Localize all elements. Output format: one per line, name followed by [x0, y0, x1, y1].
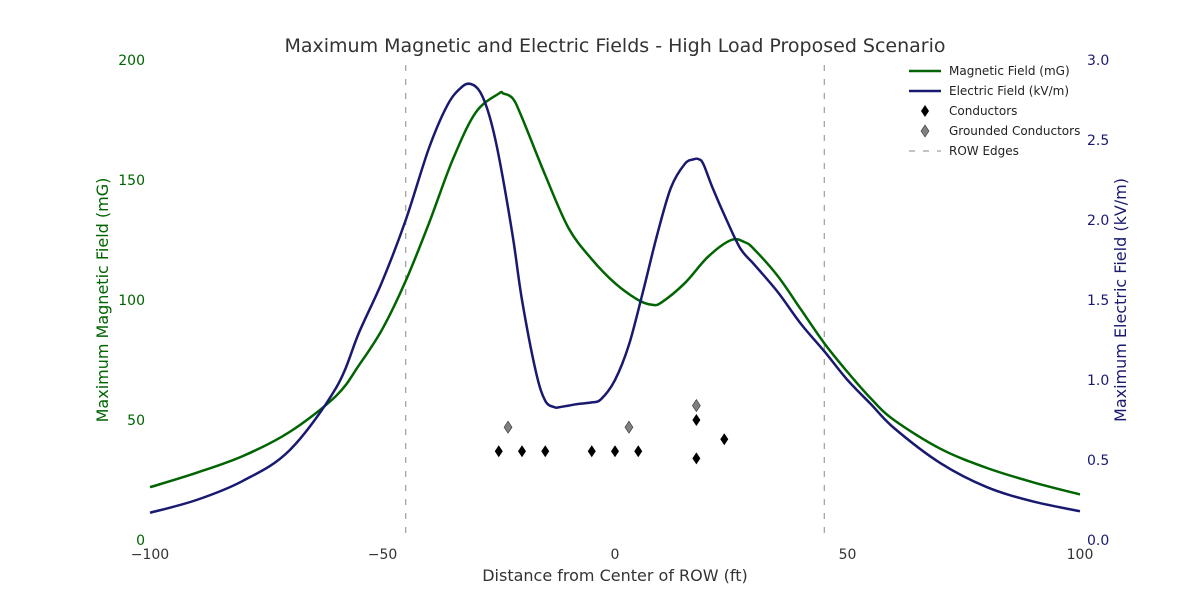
- conductor-marker: [494, 445, 503, 458]
- grounded-conductor-marker: [624, 420, 634, 434]
- y-right-axis-label: Maximum Electric Field (kV/m): [1111, 178, 1130, 422]
- x-ticks: −100 −50 0 50 100: [131, 547, 1094, 563]
- x-tick-label: −50: [368, 547, 398, 563]
- lines-layer: [149, 82, 1081, 515]
- markers-layer: [494, 399, 729, 465]
- grounded-conductor-marker: [503, 420, 513, 434]
- y-right-ticks: 0.0 0.5 1.0 1.5 2.0 2.5 3.0: [1087, 53, 1109, 549]
- y-right-tick-label: 2.5: [1087, 133, 1109, 149]
- conductor-marker: [611, 445, 619, 458]
- electric-field-line: [149, 82, 1081, 515]
- y-right-tick-label: 0.0: [1087, 533, 1109, 549]
- legend-row-label: ROW Edges: [949, 144, 1019, 158]
- chart-title: Maximum Magnetic and Electric Fields - H…: [284, 35, 945, 57]
- conductor-marker: [692, 452, 701, 465]
- legend-electric-label: Electric Field (kV/m): [949, 84, 1069, 98]
- y-left-ticks: 0 50 100 150 200: [118, 53, 145, 549]
- x-tick-label: 0: [611, 547, 620, 563]
- conductor-marker: [634, 445, 643, 458]
- conductor-marker: [518, 445, 526, 458]
- legend-conductor-marker: [921, 105, 929, 117]
- conductor-marker: [587, 445, 596, 458]
- y-left-tick-label: 50: [127, 413, 145, 429]
- y-left-axis-label: Maximum Magnetic Field (mG): [93, 178, 112, 423]
- x-tick-label: −100: [131, 547, 169, 563]
- y-right-tick-label: 0.5: [1087, 453, 1109, 469]
- row-edges-layer: [405, 65, 825, 540]
- y-right-tick-label: 1.5: [1087, 293, 1109, 309]
- x-tick-label: 100: [1067, 547, 1094, 563]
- conductor-marker: [541, 445, 550, 458]
- y-right-tick-label: 1.0: [1087, 373, 1109, 389]
- y-left-tick-label: 0: [136, 533, 145, 549]
- grounded-conductor-marker: [692, 399, 701, 413]
- legend-magnetic-label: Magnetic Field (mG): [949, 64, 1070, 78]
- y-left-tick-label: 150: [118, 173, 145, 189]
- magnetic-field-line: [149, 90, 1081, 496]
- y-right-tick-label: 3.0: [1087, 53, 1109, 69]
- x-tick-label: 50: [839, 547, 857, 563]
- x-axis-label: Distance from Center of ROW (ft): [482, 566, 748, 585]
- conductor-marker: [720, 433, 729, 446]
- y-left-tick-label: 200: [118, 53, 145, 69]
- legend-grounded-marker: [920, 124, 930, 138]
- y-right-tick-label: 2.0: [1087, 213, 1109, 229]
- legend: Magnetic Field (mG) Electric Field (kV/m…: [909, 64, 1080, 158]
- legend-grounded-label: Grounded Conductors: [949, 124, 1080, 138]
- conductor-marker: [692, 414, 701, 426]
- y-left-tick-label: 100: [118, 293, 145, 309]
- legend-conductor-label: Conductors: [949, 104, 1017, 118]
